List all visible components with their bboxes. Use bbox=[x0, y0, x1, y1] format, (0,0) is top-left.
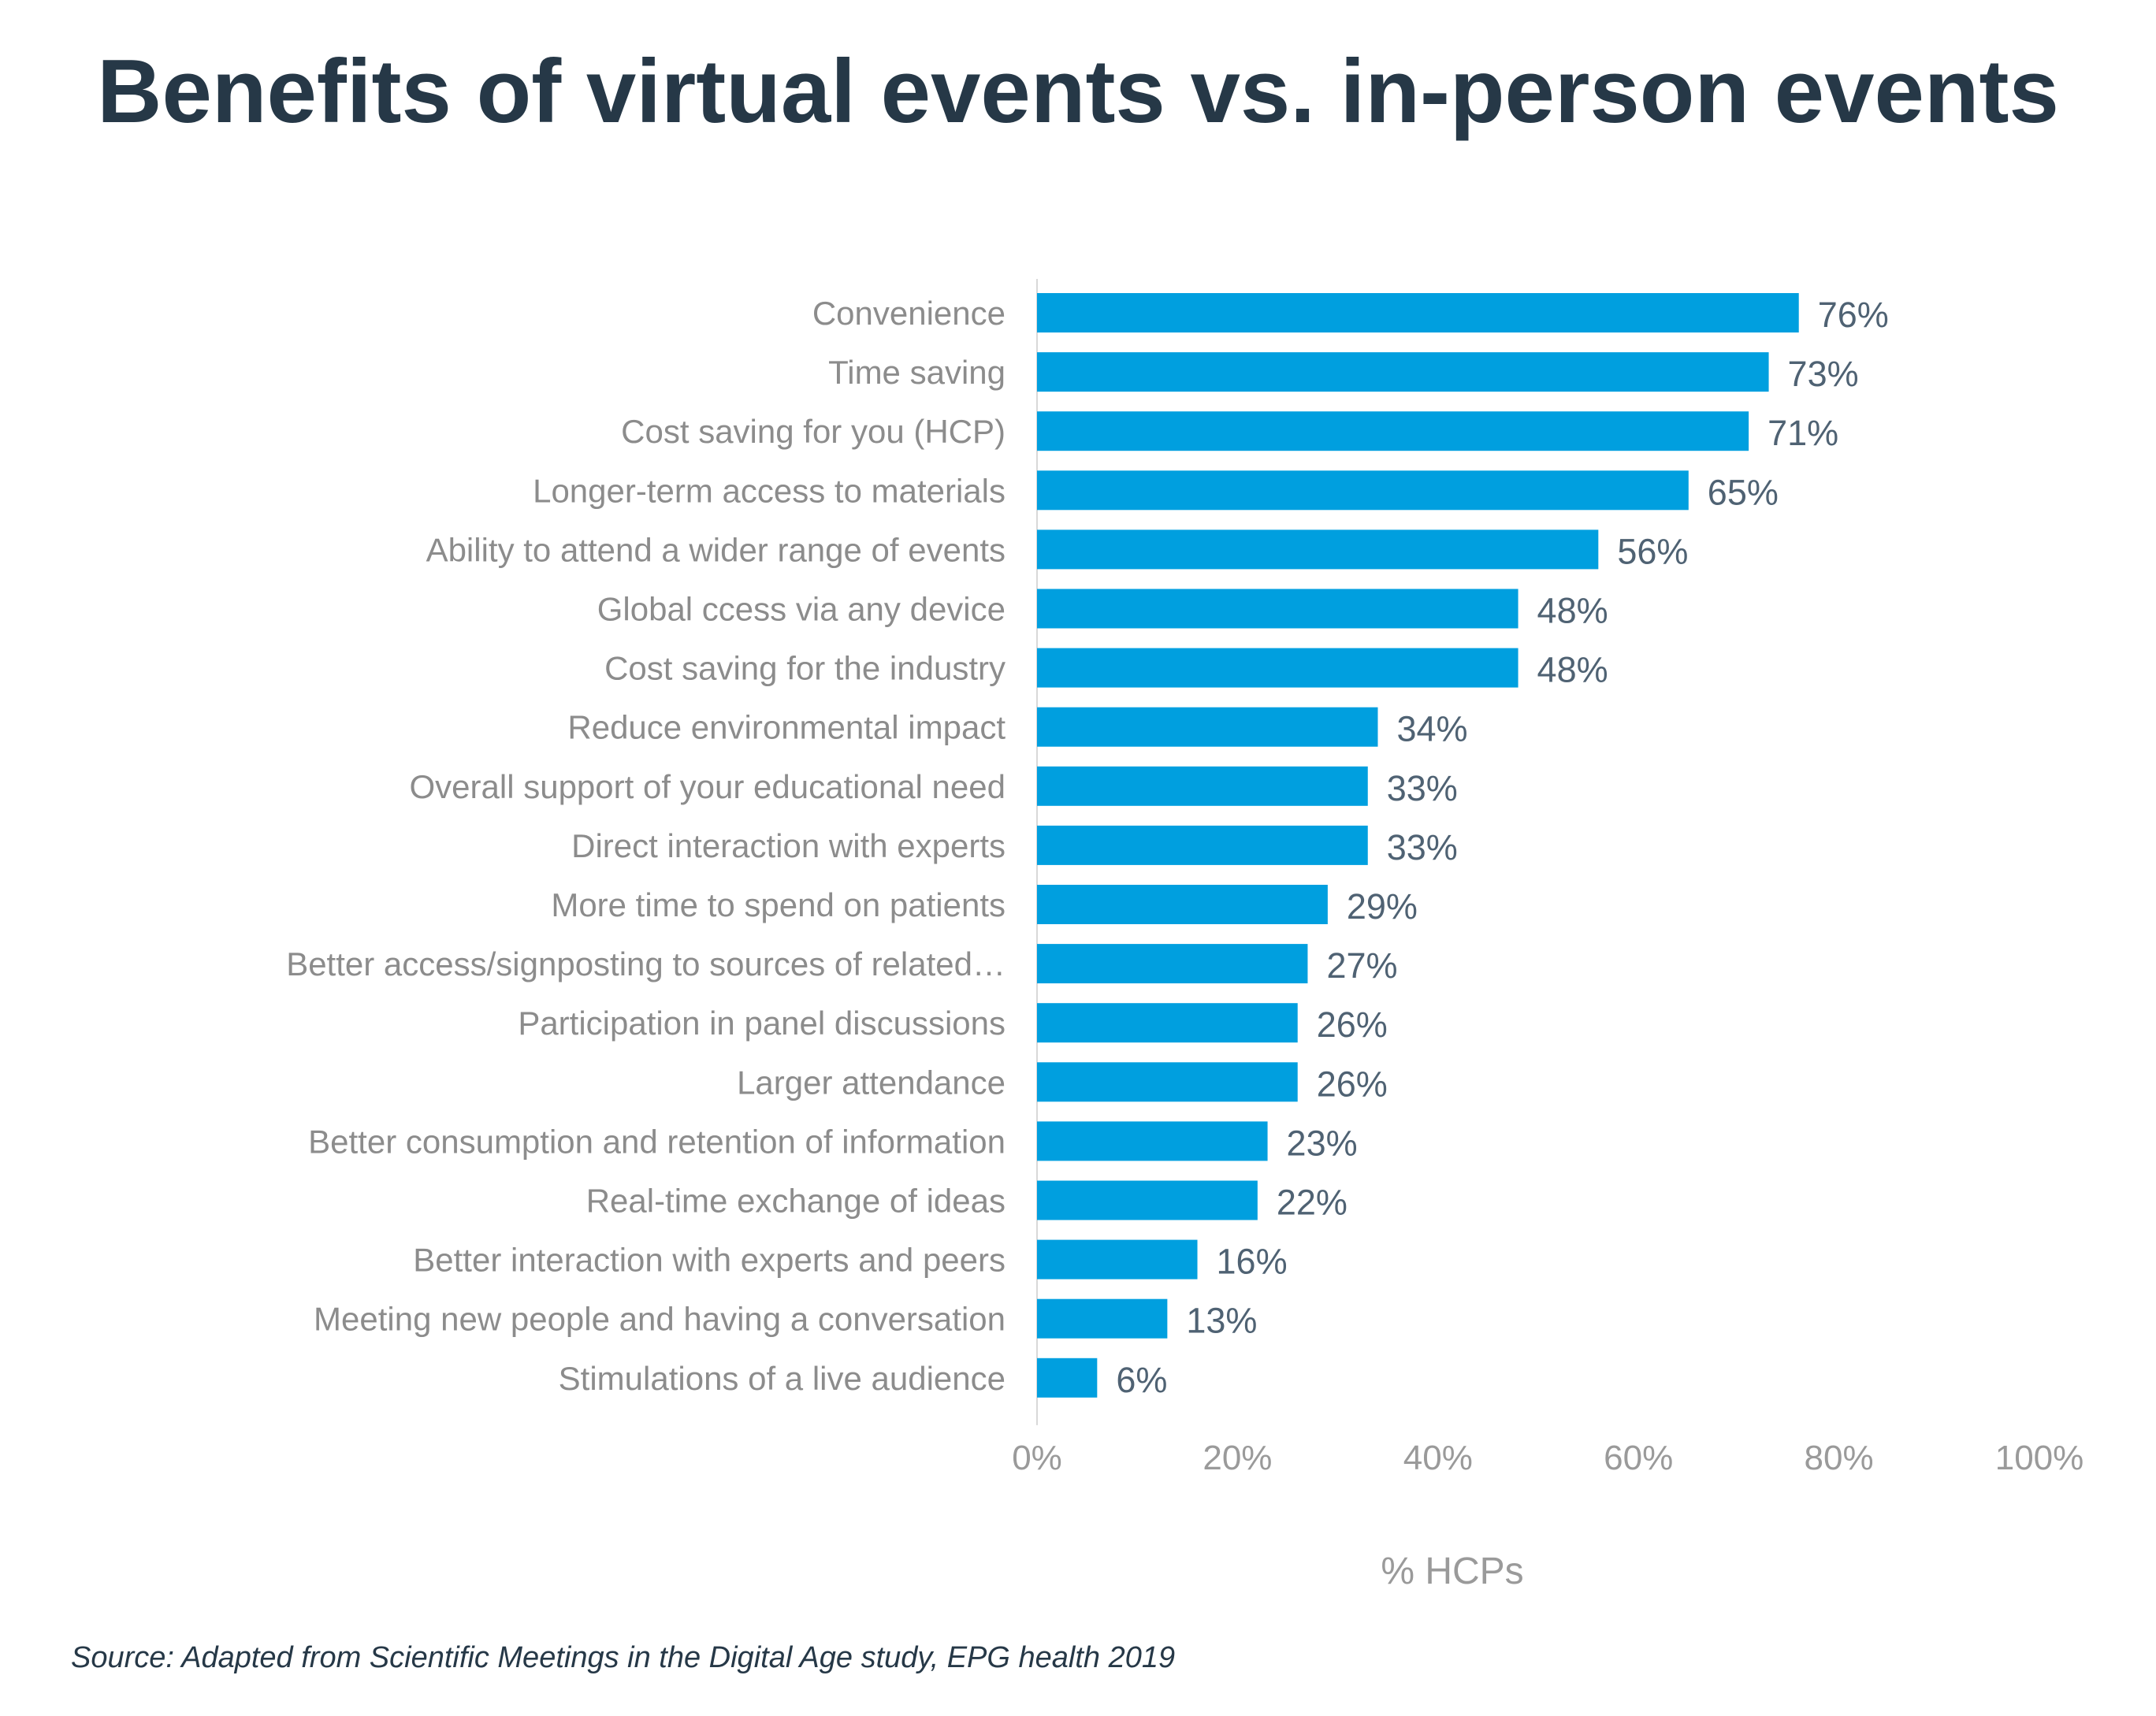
value-label: 56% bbox=[1617, 531, 1688, 571]
category-label: Reduce environmental impact bbox=[567, 709, 1006, 746]
category-label: Meeting new people and having a conversa… bbox=[314, 1301, 1006, 1338]
category-label: Overall support of your educational need bbox=[410, 768, 1006, 805]
value-label: 48% bbox=[1537, 591, 1608, 631]
bar bbox=[1037, 648, 1518, 688]
category-label: Better access/signposting to sources of … bbox=[286, 945, 1006, 982]
bar bbox=[1037, 1239, 1198, 1280]
bar bbox=[1037, 1180, 1258, 1220]
bar bbox=[1037, 589, 1518, 629]
value-label: 22% bbox=[1277, 1183, 1348, 1223]
bar bbox=[1037, 1062, 1298, 1102]
bar bbox=[1037, 411, 1749, 451]
category-label: Real-time exchange of ideas bbox=[586, 1183, 1006, 1220]
source-note: Source: Adapted from Scientific Meetings… bbox=[71, 1641, 1175, 1674]
category-label: Time saving bbox=[828, 354, 1006, 391]
bar bbox=[1037, 352, 1769, 392]
category-label: Better interaction with experts and peer… bbox=[413, 1242, 1006, 1279]
category-label: Longer-term access to materials bbox=[533, 472, 1006, 509]
category-label: Stimulations of a live audience bbox=[559, 1360, 1006, 1397]
value-label: 34% bbox=[1396, 709, 1467, 749]
value-label: 65% bbox=[1708, 472, 1779, 512]
x-tick-label: 40% bbox=[1403, 1439, 1473, 1477]
category-label: Ability to attend a wider range of event… bbox=[426, 531, 1006, 568]
category-label: Cost saving for you (HCP) bbox=[621, 413, 1006, 450]
category-label: Larger attendance bbox=[737, 1064, 1006, 1101]
bar bbox=[1037, 885, 1328, 924]
value-label: 26% bbox=[1317, 1005, 1388, 1045]
bar bbox=[1037, 1003, 1298, 1043]
value-label: 6% bbox=[1116, 1360, 1167, 1400]
bar bbox=[1037, 293, 1799, 332]
x-tick-label: 0% bbox=[1012, 1439, 1062, 1477]
value-label: 71% bbox=[1768, 413, 1838, 453]
category-label: Participation in panel discussions bbox=[518, 1005, 1006, 1042]
category-label: Convenience bbox=[812, 295, 1006, 332]
x-axis-title: % HCPs bbox=[1381, 1551, 1523, 1592]
value-label: 76% bbox=[1818, 295, 1889, 335]
value-label: 33% bbox=[1387, 827, 1458, 867]
x-tick-label: 100% bbox=[1995, 1439, 2084, 1477]
bar bbox=[1037, 470, 1689, 511]
value-label: 23% bbox=[1287, 1123, 1358, 1163]
bar bbox=[1037, 825, 1368, 865]
value-label: 29% bbox=[1347, 886, 1418, 927]
value-label: 16% bbox=[1217, 1242, 1288, 1282]
category-label: Global ccess via any device bbox=[597, 591, 1006, 628]
plot-area: Convenience 76% Time saving 73% Cost saving … bbox=[286, 279, 2084, 1477]
value-label: 48% bbox=[1537, 650, 1608, 690]
bar bbox=[1037, 766, 1368, 806]
x-tick-label: 80% bbox=[1805, 1439, 1874, 1477]
x-tick-label: 20% bbox=[1203, 1439, 1272, 1477]
category-label: Cost saving for the industry bbox=[604, 650, 1006, 687]
category-label: Better consumption and retention of info… bbox=[308, 1123, 1006, 1160]
bar bbox=[1037, 529, 1599, 570]
chart-title: Benefits of virtual events vs. in-person… bbox=[97, 42, 2059, 142]
category-label: Direct interaction with experts bbox=[571, 827, 1006, 864]
bar bbox=[1037, 1298, 1168, 1339]
bar bbox=[1037, 944, 1308, 984]
value-label: 26% bbox=[1317, 1064, 1388, 1104]
bar bbox=[1037, 1358, 1098, 1398]
category-label: More time to spend on patients bbox=[551, 886, 1006, 923]
value-label: 13% bbox=[1186, 1301, 1257, 1341]
bar bbox=[1037, 707, 1378, 747]
value-label: 27% bbox=[1326, 945, 1397, 986]
bar bbox=[1037, 1121, 1268, 1161]
value-label: 33% bbox=[1387, 768, 1458, 808]
value-label: 73% bbox=[1788, 354, 1859, 394]
x-tick-label: 60% bbox=[1604, 1439, 1673, 1477]
